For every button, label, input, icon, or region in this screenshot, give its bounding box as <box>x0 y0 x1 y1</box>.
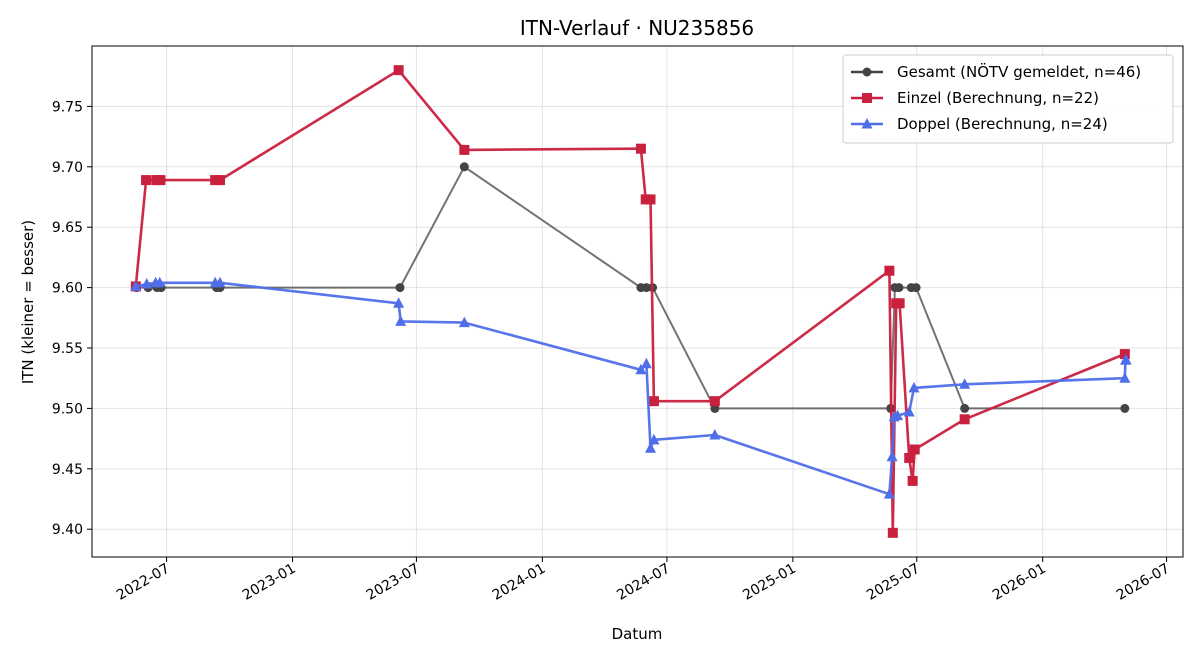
legend-item: Doppel (Berechnung, n=24) <box>851 115 1108 133</box>
legend-item: Gesamt (NÖTV gemeldet, n=46) <box>851 62 1141 81</box>
data-point <box>395 315 407 326</box>
data-point <box>155 175 166 186</box>
series-line <box>134 68 1126 535</box>
series-triangle <box>130 276 1132 499</box>
data-point <box>886 450 898 462</box>
data-point <box>904 452 915 463</box>
legend-label: Gesamt (NÖTV gemeldet, n=46) <box>897 62 1141 81</box>
data-point <box>887 527 898 538</box>
data-point <box>393 297 405 308</box>
data-point <box>908 381 920 393</box>
data-point <box>635 143 646 154</box>
data-point <box>907 475 918 486</box>
legend-label: Einzel (Berechnung, n=22) <box>897 89 1099 107</box>
data-point <box>459 144 470 155</box>
chart-title: ITN-Verlauf · NU235856 <box>520 16 754 40</box>
data-point <box>130 280 142 291</box>
series-square <box>130 65 1130 538</box>
data-point <box>909 444 920 455</box>
data-point <box>393 65 404 76</box>
y-tick-label: 9.75 <box>52 99 83 115</box>
data-point <box>648 396 659 407</box>
data-point <box>1119 372 1131 383</box>
data-point <box>892 409 904 421</box>
data-point <box>1119 349 1130 360</box>
data-point <box>214 175 225 186</box>
legend-marker <box>861 118 873 129</box>
data-point <box>1120 403 1130 413</box>
y-tick-label: 9.70 <box>52 160 83 176</box>
data-point <box>959 414 970 425</box>
legend-box <box>842 54 1174 144</box>
data-point <box>141 175 152 186</box>
data-point <box>458 316 470 328</box>
data-point <box>903 406 915 417</box>
data-point <box>141 277 153 289</box>
y-axis-label: ITN (kleiner = besser) <box>19 220 37 384</box>
y-tick-label: 9.50 <box>52 401 83 417</box>
data-point <box>709 396 720 407</box>
y-tick-label: 9.65 <box>52 220 83 236</box>
data-point <box>884 265 895 276</box>
data-point <box>641 283 651 293</box>
grid-lines <box>92 46 1183 557</box>
data-point <box>883 488 895 499</box>
data-point <box>635 363 647 375</box>
data-point <box>894 298 905 309</box>
data-point <box>960 403 970 413</box>
data-point <box>395 283 405 293</box>
y-tick-label: 9.45 <box>52 462 83 478</box>
series-layer <box>130 65 1132 538</box>
legend-item: Einzel (Berechnung, n=22) <box>851 89 1099 107</box>
y-tick-label: 9.60 <box>52 281 83 297</box>
legend-marker <box>862 67 872 77</box>
legend-marker <box>862 93 872 103</box>
y-tick-label: 9.55 <box>52 341 83 357</box>
data-point <box>648 433 660 445</box>
data-point <box>1120 354 1132 365</box>
data-point <box>640 357 652 369</box>
data-point <box>459 162 469 172</box>
data-point <box>645 442 657 453</box>
data-point <box>894 283 904 293</box>
legend: Gesamt (NÖTV gemeldet, n=46) Einzel (Bere… <box>842 54 1174 144</box>
data-point <box>645 194 656 205</box>
plot-area-frame <box>91 45 1184 558</box>
legend-label: Doppel (Berechnung, n=24) <box>897 115 1108 133</box>
data-point <box>959 378 971 389</box>
data-point <box>154 276 166 288</box>
y-tick-label: 9.40 <box>52 522 83 538</box>
x-axis-label: Datum <box>612 625 663 643</box>
data-point <box>709 428 721 440</box>
data-point <box>214 276 226 288</box>
data-point <box>911 283 921 293</box>
